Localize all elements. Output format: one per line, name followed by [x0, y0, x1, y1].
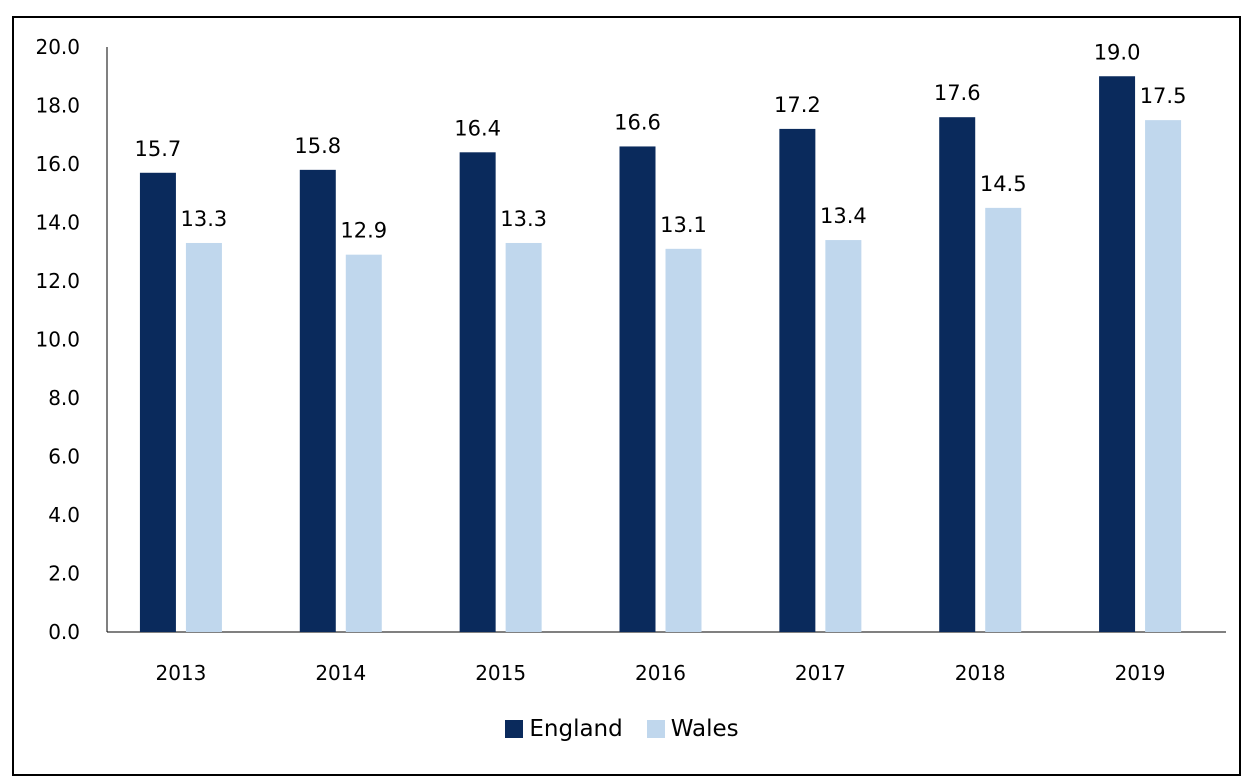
data-label-england: 16.6 [614, 110, 661, 134]
bar-chart: 0.02.04.06.08.010.012.014.016.018.020.0 … [35, 35, 1226, 685]
bars [139, 76, 1182, 633]
bar-england [779, 128, 816, 632]
y-tick-label: 8.0 [48, 386, 80, 410]
legend: England Wales [0, 713, 1244, 745]
x-tick-label: 2015 [475, 661, 526, 685]
legend-swatch-wales [646, 720, 665, 738]
x-tick-label: 2013 [155, 661, 206, 685]
data-label-wales: 14.5 [980, 172, 1027, 196]
bar-england [939, 117, 976, 632]
legend-item-england: England [505, 716, 623, 742]
data-label-england: 16.4 [454, 116, 501, 140]
x-tick-label: 2016 [635, 661, 686, 685]
legend-label-wales: Wales [670, 716, 739, 742]
y-tick-label: 18.0 [35, 94, 80, 118]
bar-wales [345, 254, 382, 633]
data-label-wales: 13.3 [181, 207, 228, 231]
bar-wales [985, 207, 1022, 632]
x-tick-label: 2018 [955, 661, 1006, 685]
y-tick-label: 0.0 [48, 620, 80, 644]
bar-wales [665, 248, 702, 632]
x-tick-label: 2014 [315, 661, 366, 685]
data-label-england: 19.0 [1094, 40, 1141, 64]
bar-england [299, 169, 336, 632]
y-tick-label: 12.0 [35, 269, 80, 293]
y-tick-label: 14.0 [35, 211, 80, 235]
legend-label-england: England [529, 716, 623, 742]
x-axis: 2013 2014 2015 2016 2017 2018 2019 [107, 631, 1226, 685]
y-tick-label: 20.0 [35, 35, 80, 59]
data-label-wales: 12.9 [340, 219, 387, 243]
data-label-wales: 13.3 [500, 207, 547, 231]
data-label-wales: 13.4 [820, 204, 867, 228]
bar-wales [1145, 120, 1182, 632]
y-axis: 0.0 2.0 4.0 6.0 8.0 10.0 12.0 14.0 16.0 18.0 20.0 [35, 35, 108, 644]
data-label-wales: 17.5 [1140, 84, 1187, 108]
bar-wales [825, 240, 862, 633]
y-tick-label: 10.0 [35, 328, 80, 352]
bar-england [459, 152, 496, 633]
data-label-england: 15.7 [135, 137, 182, 161]
legend-item-wales: Wales [646, 716, 739, 742]
data-labels: 15.7 13.3 15.8 12.9 16.4 13.3 16.6 13.1 17.2 13.4… [135, 40, 1187, 242]
data-label-england: 17.6 [934, 81, 981, 105]
y-tick-label: 2.0 [48, 562, 80, 586]
data-label-england: 17.2 [774, 93, 821, 117]
legend-swatch-england [505, 720, 524, 738]
x-tick-label: 2017 [795, 661, 846, 685]
y-tick-label: 6.0 [48, 445, 80, 469]
data-label-wales: 13.1 [660, 213, 707, 237]
x-tick-label: 2019 [1115, 661, 1166, 685]
y-tick-label: 16.0 [35, 152, 80, 176]
data-label-england: 15.8 [294, 134, 341, 158]
bar-england [619, 146, 656, 632]
bar-wales [185, 242, 222, 632]
bar-england [139, 172, 176, 632]
y-tick-label: 4.0 [48, 503, 80, 527]
bar-wales [505, 242, 542, 632]
bar-england [1099, 76, 1136, 632]
